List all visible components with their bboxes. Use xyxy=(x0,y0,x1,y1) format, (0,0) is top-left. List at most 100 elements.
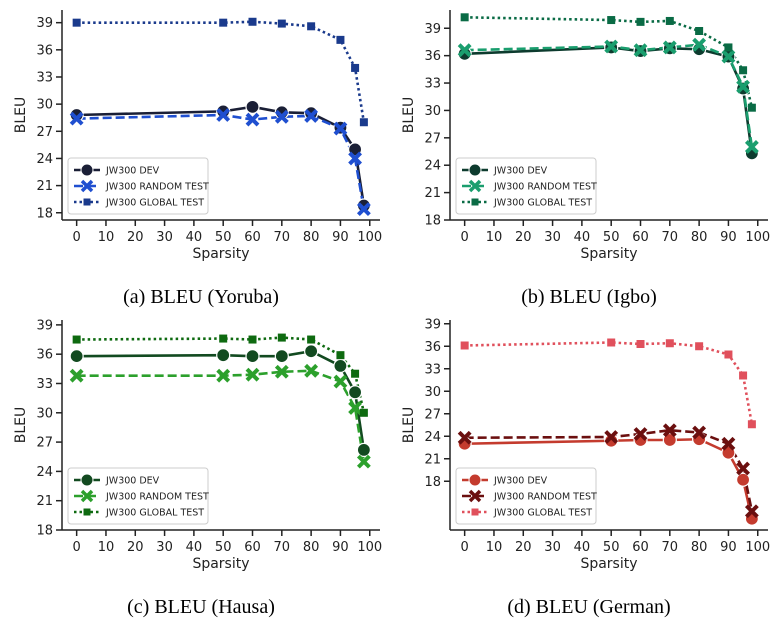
x-tick-label: 80 xyxy=(691,540,708,555)
marker xyxy=(69,107,84,123)
x-tick-label: 70 xyxy=(274,230,291,245)
y-tick-label: 21 xyxy=(424,186,441,201)
legend-label: JW300 GLOBAL TEST xyxy=(493,508,592,519)
marker xyxy=(356,442,371,458)
x-tick-label: 70 xyxy=(662,540,679,555)
marker xyxy=(219,18,228,27)
marker xyxy=(216,108,231,122)
x-tick-label: 90 xyxy=(332,540,349,555)
x-tick-label: 40 xyxy=(574,230,591,245)
y-tick-label: 36 xyxy=(424,49,441,64)
marker xyxy=(245,367,260,382)
marker xyxy=(356,454,371,469)
marker xyxy=(347,385,363,400)
marker xyxy=(665,339,674,348)
x-tick-label: 30 xyxy=(156,230,173,245)
marker xyxy=(274,349,289,364)
caption: (a) BLEU (Yoruba) xyxy=(123,286,279,308)
marker xyxy=(348,400,363,415)
y-tick-label: 24 xyxy=(36,152,53,167)
marker xyxy=(356,198,371,213)
legend-label: JW300 RANDOM TEST xyxy=(105,182,209,193)
x-tick-label: 80 xyxy=(691,230,708,245)
legend-marker xyxy=(80,179,94,193)
marker xyxy=(245,99,260,114)
x-tick-label: 10 xyxy=(486,230,503,245)
legend-marker xyxy=(468,473,482,487)
legend-label: JW300 GLOBAL TEST xyxy=(493,198,592,209)
legend-marker xyxy=(471,508,479,516)
x-tick-label: 100 xyxy=(357,540,382,555)
x-tick-label: 60 xyxy=(244,540,261,555)
legend-marker xyxy=(83,198,91,206)
marker xyxy=(739,66,748,75)
y-tick-label: 33 xyxy=(424,77,441,92)
marker xyxy=(304,344,319,359)
x-tick-label: 80 xyxy=(303,230,320,245)
legend-marker xyxy=(468,489,482,503)
marker xyxy=(721,49,736,64)
x-tick-label: 100 xyxy=(745,230,770,245)
y-tick-label: 27 xyxy=(36,436,53,451)
marker xyxy=(69,368,84,383)
legend-label: JW300 GLOBAL TEST xyxy=(105,508,204,519)
marker xyxy=(69,111,84,126)
x-tick-label: 100 xyxy=(357,230,382,245)
marker xyxy=(636,17,645,26)
legend-label: JW300 DEV xyxy=(493,476,548,487)
x-tick-label: 30 xyxy=(544,540,561,555)
y-tick-label: 21 xyxy=(36,494,53,509)
x-tick-label: 0 xyxy=(73,230,81,245)
x-tick-label: 60 xyxy=(244,230,261,245)
x-tick-label: 90 xyxy=(720,230,737,245)
legend-label: JW300 DEV xyxy=(493,166,548,177)
marker xyxy=(336,351,345,360)
y-tick-label: 30 xyxy=(36,406,53,421)
y-tick-label: 39 xyxy=(424,317,441,332)
legend-marker xyxy=(468,163,482,177)
marker xyxy=(662,423,677,438)
marker xyxy=(633,43,648,58)
legend-box xyxy=(67,157,209,215)
x-tick-label: 40 xyxy=(186,540,203,555)
x-tick-label: 10 xyxy=(98,230,115,245)
series-line xyxy=(76,20,366,123)
marker xyxy=(245,349,260,364)
marker xyxy=(216,104,231,119)
marker xyxy=(457,46,472,61)
marker xyxy=(662,432,677,448)
marker xyxy=(274,364,289,379)
legend-marker xyxy=(80,489,94,503)
marker xyxy=(457,430,472,445)
marker xyxy=(351,369,360,378)
marker xyxy=(695,342,704,351)
series-line xyxy=(76,349,366,451)
y-tick-label: 24 xyxy=(36,465,53,480)
marker xyxy=(607,338,616,347)
marker xyxy=(72,18,81,27)
marker xyxy=(692,425,707,440)
marker xyxy=(245,112,260,127)
marker xyxy=(333,374,348,389)
marker xyxy=(307,22,316,31)
legend-label: JW300 RANDOM TEST xyxy=(493,492,597,503)
marker xyxy=(744,140,759,154)
marker xyxy=(348,151,363,166)
x-axis-label: Sparsity xyxy=(580,246,637,262)
x-tick-label: 70 xyxy=(662,230,679,245)
y-tick-label: 18 xyxy=(424,475,441,490)
y-tick-label: 30 xyxy=(424,385,441,400)
y-axis-label: BLEU xyxy=(401,97,417,134)
marker xyxy=(747,420,756,429)
marker xyxy=(736,461,751,476)
marker xyxy=(633,427,648,441)
y-tick-label: 27 xyxy=(36,125,53,140)
marker xyxy=(460,13,469,22)
marker xyxy=(744,504,759,519)
marker xyxy=(277,19,286,28)
legend-label: JW300 RANDOM TEST xyxy=(105,492,209,503)
x-tick-label: 50 xyxy=(215,540,232,555)
marker xyxy=(274,109,289,124)
x-tick-label: 90 xyxy=(720,540,737,555)
